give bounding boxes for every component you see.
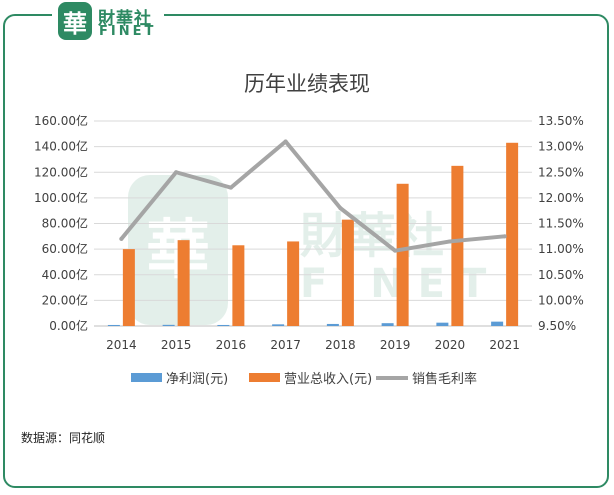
legend: 净利润(元) 营业总收入(元) 销售毛利率 xyxy=(131,371,477,387)
margin-point xyxy=(283,139,288,144)
margin-point xyxy=(119,236,124,241)
margin-point xyxy=(447,239,452,244)
net-profit-bar xyxy=(272,324,285,326)
x-axis-tick-label: 2020 xyxy=(435,338,466,352)
net-profit-bar xyxy=(491,321,504,326)
net-profit-bar xyxy=(162,324,175,326)
chart-title: 历年业绩表现 xyxy=(244,72,370,96)
x-axis-tick-label: 2014 xyxy=(106,338,137,352)
chart-frame xyxy=(3,14,609,488)
margin-point xyxy=(228,185,233,190)
legend-swatch xyxy=(131,373,162,382)
net-profit-bar xyxy=(326,323,339,326)
left-axis: 0.00亿 20.00亿 40.00亿 60.00亿 80.00亿 100.00亿 120.… xyxy=(34,113,88,333)
watermark-name-cn: 財華社 xyxy=(300,208,444,264)
x-axis-tick-label: 2021 xyxy=(489,338,520,352)
net-profit-bar xyxy=(217,324,230,326)
right-axis-tick-label: 13.50% xyxy=(538,114,584,128)
right-axis-tick-label: 10.50% xyxy=(538,268,584,282)
right-axis-tick-label: 13.00% xyxy=(538,140,584,154)
legend-swatch xyxy=(249,373,280,382)
left-axis-tick-label: 0.00亿 xyxy=(49,318,88,333)
brand-name-en: FINET xyxy=(99,24,157,39)
legend-label: 销售毛利率 xyxy=(412,371,477,387)
revenue-bar xyxy=(341,219,354,326)
revenue-bar xyxy=(177,240,190,326)
margin-line xyxy=(119,139,507,253)
margin-point xyxy=(502,234,507,239)
left-axis-tick-label: 40.00亿 xyxy=(42,267,88,282)
revenue-bar xyxy=(451,165,464,326)
brand-logo: 華 財華社 FINET xyxy=(52,2,164,42)
right-axis-tick-label: 11.50% xyxy=(538,217,584,231)
brand-name-cn: 財華社 xyxy=(98,9,152,29)
legend-label: 净利润(元) xyxy=(166,372,228,387)
margin-line-path xyxy=(119,139,507,253)
right-axis-tick-label: 9.50% xyxy=(538,319,576,333)
revenue-bar xyxy=(232,245,245,326)
x-axis-tick-label: 2018 xyxy=(325,338,356,352)
right-axis-tick-label: 12.50% xyxy=(538,165,584,179)
left-axis-tick-label: 140.00亿 xyxy=(34,139,88,154)
x-axis-tick-label: 2015 xyxy=(161,338,192,352)
right-axis-tick-label: 12.00% xyxy=(538,191,584,205)
right-axis-tick-label: 11.00% xyxy=(538,242,584,256)
margin-point xyxy=(338,206,343,211)
revenue-bar xyxy=(122,249,135,326)
right-axis: 9.50% 10.00% 10.50% 11.00% 11.50% 12.00% 12.50… xyxy=(538,114,584,333)
x-axis-tick-label: 2016 xyxy=(216,338,247,352)
bars xyxy=(107,142,519,326)
x-axis: 2014 2015 2016 2017 2018 2019 2020 2021 xyxy=(106,338,520,352)
left-axis-tick-label: 120.00亿 xyxy=(34,164,88,179)
left-axis-tick-label: 20.00亿 xyxy=(42,292,88,307)
source-note: 数据源：同花顺 xyxy=(21,431,106,445)
left-axis-tick-label: 160.00亿 xyxy=(34,113,88,128)
revenue-bar xyxy=(506,142,519,326)
net-profit-bar xyxy=(107,324,120,326)
left-axis-tick-label: 80.00亿 xyxy=(42,216,88,231)
net-profit-bar xyxy=(436,322,449,326)
left-axis-tick-label: 60.00亿 xyxy=(42,241,88,256)
revenue-bar xyxy=(287,241,300,326)
net-profit-bar xyxy=(381,323,394,326)
legend-label: 营业总收入(元) xyxy=(284,372,372,387)
brand-badge-icon: 華 xyxy=(58,2,92,40)
margin-point xyxy=(174,170,179,175)
left-axis-tick-label: 100.00亿 xyxy=(34,190,88,205)
right-axis-tick-label: 10.00% xyxy=(538,293,584,307)
margin-point xyxy=(393,248,398,253)
x-axis-tick-label: 2017 xyxy=(270,338,301,352)
x-axis-tick-label: 2019 xyxy=(380,338,411,352)
revenue-bar xyxy=(396,183,409,326)
